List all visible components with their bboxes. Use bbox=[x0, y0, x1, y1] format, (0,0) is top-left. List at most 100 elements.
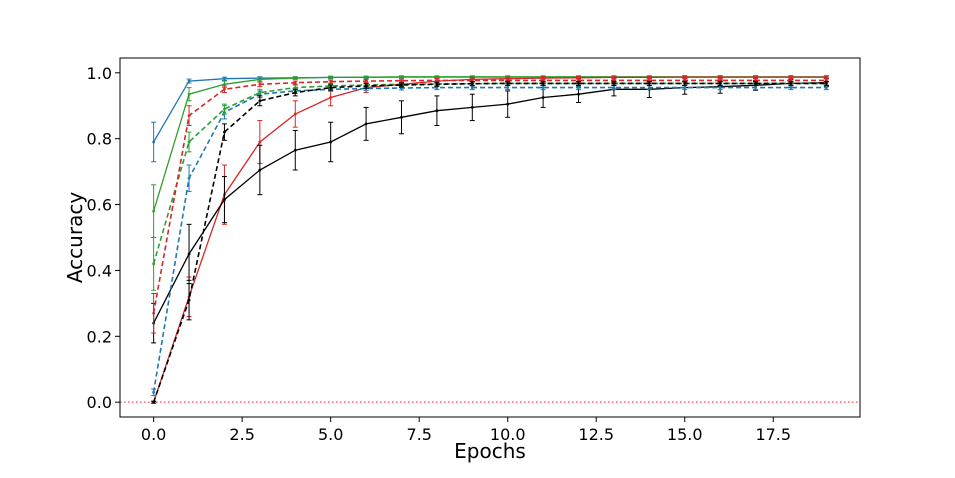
data-point bbox=[647, 81, 651, 85]
data-point bbox=[223, 107, 226, 111]
data-point bbox=[506, 102, 510, 106]
data-point bbox=[293, 112, 297, 116]
data-point bbox=[223, 82, 226, 86]
data-point bbox=[187, 252, 191, 256]
data-point bbox=[824, 86, 828, 90]
x-tick-label: 0.0 bbox=[141, 425, 166, 444]
x-tick-label: 2.5 bbox=[229, 425, 254, 444]
data-point bbox=[223, 198, 226, 202]
series-6 bbox=[151, 78, 829, 334]
data-point bbox=[718, 75, 722, 79]
data-point bbox=[718, 81, 722, 85]
y-tick-label: 0.4 bbox=[87, 261, 112, 280]
data-point bbox=[152, 209, 156, 213]
axes-frame bbox=[119, 57, 861, 418]
data-point bbox=[187, 92, 191, 96]
data-point bbox=[400, 75, 403, 79]
data-point bbox=[364, 122, 368, 126]
data-point bbox=[506, 86, 510, 90]
y-tick-label: 1.0 bbox=[87, 64, 112, 83]
series-line bbox=[152, 76, 827, 403]
series-3 bbox=[151, 78, 829, 344]
data-point bbox=[435, 75, 439, 79]
series-line bbox=[152, 86, 827, 393]
data-point bbox=[293, 148, 297, 152]
data-point bbox=[329, 80, 333, 84]
data-point bbox=[683, 81, 687, 85]
x-tick-label: 10.0 bbox=[490, 425, 526, 444]
data-point bbox=[789, 75, 793, 79]
data-point bbox=[152, 311, 156, 315]
series-2 bbox=[151, 75, 829, 404]
data-point bbox=[258, 91, 262, 94]
data-point bbox=[258, 82, 262, 86]
data-point bbox=[789, 86, 793, 90]
x-axis-label: Epochs bbox=[454, 439, 526, 463]
x-tick-label: 7.5 bbox=[406, 425, 431, 444]
data-point bbox=[364, 84, 368, 88]
data-point bbox=[152, 262, 156, 266]
data-point bbox=[152, 400, 156, 404]
series-line bbox=[152, 82, 827, 403]
data-point bbox=[329, 76, 333, 79]
data-point bbox=[400, 115, 403, 119]
data-point bbox=[223, 130, 226, 134]
data-point bbox=[647, 86, 651, 90]
x-tick-label: 17.5 bbox=[755, 425, 791, 444]
series-4 bbox=[151, 85, 829, 397]
data-point bbox=[754, 86, 757, 90]
data-point bbox=[293, 86, 297, 90]
y-axis-ticks: 0.0 0.2 0.4 0.6 0.8 1.0 bbox=[87, 64, 120, 412]
x-tick-label: 15.0 bbox=[667, 425, 703, 444]
data-point bbox=[329, 96, 333, 99]
data-point bbox=[187, 140, 191, 144]
x-tick-label: 12.5 bbox=[578, 425, 614, 444]
data-point bbox=[364, 75, 368, 79]
data-point bbox=[647, 76, 651, 79]
y-tick-label: 0.8 bbox=[87, 130, 112, 149]
data-point bbox=[258, 78, 262, 81]
data-point bbox=[187, 114, 191, 118]
data-point bbox=[223, 87, 226, 91]
data-point bbox=[754, 81, 757, 85]
data-point bbox=[329, 140, 333, 144]
data-point bbox=[152, 140, 156, 144]
data-point bbox=[187, 79, 191, 83]
data-point bbox=[400, 79, 403, 83]
series-line bbox=[152, 82, 827, 265]
series-line bbox=[152, 76, 827, 212]
data-point bbox=[435, 109, 439, 113]
series-line bbox=[153, 82, 827, 324]
data-point bbox=[754, 75, 757, 79]
data-point bbox=[577, 92, 580, 96]
data-point bbox=[506, 81, 510, 85]
data-point bbox=[824, 75, 828, 79]
data-point bbox=[258, 99, 262, 103]
data-point bbox=[470, 82, 474, 86]
data-point bbox=[683, 86, 687, 90]
axes bbox=[119, 57, 861, 418]
data-point bbox=[293, 91, 297, 94]
x-tick-label: 5.0 bbox=[318, 425, 343, 444]
data-point bbox=[683, 75, 687, 79]
series-0 bbox=[151, 75, 829, 163]
data-point bbox=[435, 86, 439, 90]
data-point bbox=[470, 106, 474, 109]
data-point bbox=[293, 81, 297, 85]
y-axis-label: Accuracy bbox=[63, 192, 87, 283]
data-point bbox=[577, 86, 580, 90]
data-point bbox=[152, 390, 156, 394]
data-point bbox=[470, 78, 474, 82]
y-tick-label: 0.6 bbox=[87, 196, 112, 215]
data-point bbox=[258, 140, 262, 144]
data-point bbox=[577, 81, 580, 85]
y-tick-label: 0.0 bbox=[87, 393, 112, 412]
data-point bbox=[329, 86, 333, 90]
data-point bbox=[541, 96, 545, 99]
data-point bbox=[435, 82, 439, 86]
data-point bbox=[364, 79, 368, 83]
data-point bbox=[470, 86, 474, 90]
data-point bbox=[293, 76, 297, 80]
